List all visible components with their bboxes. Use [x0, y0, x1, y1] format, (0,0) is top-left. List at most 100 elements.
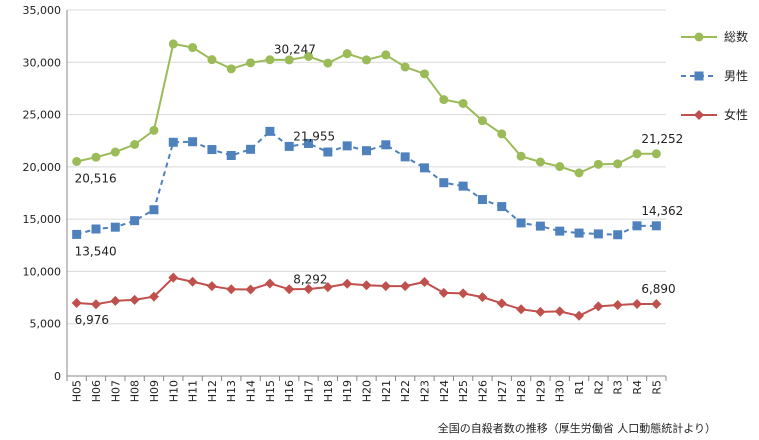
data-point [419, 276, 430, 287]
data-point [323, 147, 333, 157]
data-point [632, 221, 642, 231]
x-tick-label: H05 [71, 380, 84, 402]
data-point [439, 95, 449, 105]
y-tick-label: 35,000 [23, 4, 62, 17]
data-point [72, 156, 82, 166]
data-point [90, 299, 101, 310]
data-point [342, 49, 352, 59]
legend-label: 男性 [724, 69, 748, 83]
legend-item: 女性 [681, 107, 748, 122]
data-point [694, 110, 704, 120]
data-point [168, 272, 179, 283]
data-point [110, 147, 120, 157]
data-point [226, 64, 236, 74]
data-point [226, 151, 236, 161]
data-point [304, 138, 314, 148]
y-tick-label: 30,000 [23, 56, 62, 69]
x-tick-label: H22 [399, 380, 412, 402]
x-tick-label: H12 [206, 380, 219, 402]
y-tick-label: 10,000 [23, 265, 62, 278]
data-point [497, 202, 507, 212]
data-point [188, 43, 198, 53]
data-point [245, 284, 256, 295]
data-point [632, 149, 642, 159]
data-point [342, 141, 352, 151]
y-tick-label: 25,000 [23, 109, 62, 122]
data-point [477, 116, 487, 126]
data-point [593, 159, 603, 169]
data-labels: 20,516 30,247 21,252 13,540 21,955 14,362 6,97… [75, 43, 684, 327]
data-point [246, 144, 256, 154]
series-layer [71, 39, 662, 321]
data-point [207, 55, 217, 65]
x-tick-label: H16 [283, 380, 296, 402]
data-point [477, 292, 488, 303]
data-point [694, 32, 704, 42]
x-tick-label: R4 [631, 380, 644, 395]
x-tick-label: H19 [341, 380, 354, 402]
x-tick-label: H29 [534, 380, 547, 402]
y-tick-label: 0 [54, 370, 61, 383]
data-label: 14,362 [641, 204, 683, 218]
x-tick-label: R1 [573, 380, 586, 395]
data-point [149, 125, 159, 135]
legend-label: 女性 [724, 107, 748, 122]
data-point [419, 69, 429, 79]
data-point [555, 162, 565, 172]
source-note: 全国の自殺者数の推移（厚生労働省 人口動態統計より） [438, 421, 716, 435]
data-point [516, 304, 527, 315]
gridlines [67, 9, 666, 377]
data-point [304, 52, 314, 62]
series-男性 [72, 126, 661, 240]
data-point [651, 221, 661, 231]
y-axis: 0 5,000 10,000 15,000 20,000 25,000 30,000 35,0… [23, 4, 68, 383]
x-tick-label: H09 [148, 380, 161, 402]
data-point [477, 195, 487, 205]
x-tick-label: H26 [476, 380, 489, 402]
x-tick-label: H23 [418, 380, 431, 402]
x-tick-label: H08 [129, 380, 142, 402]
data-point [187, 276, 198, 287]
data-point [497, 129, 507, 139]
data-point [632, 298, 643, 309]
data-label: 8,292 [293, 272, 327, 286]
data-point [361, 280, 372, 291]
x-tick-label: H30 [554, 380, 567, 402]
data-label: 21,252 [641, 132, 683, 146]
y-tick-label: 15,000 [23, 213, 62, 226]
x-tick-label: H14 [245, 380, 258, 402]
data-point [535, 306, 546, 317]
data-point [400, 62, 410, 72]
data-point [535, 221, 545, 231]
data-point [226, 284, 237, 295]
data-point [400, 152, 410, 162]
data-point [516, 218, 526, 228]
data-point [555, 226, 565, 236]
data-point [91, 152, 101, 162]
data-point [188, 137, 198, 147]
data-point [593, 229, 603, 239]
data-point [71, 298, 82, 309]
data-point [535, 157, 545, 167]
x-tick-label: H10 [167, 380, 180, 402]
data-point [72, 229, 82, 239]
data-point [554, 306, 565, 317]
data-point [516, 151, 526, 161]
data-point [264, 278, 275, 289]
x-tick-label: R3 [612, 380, 625, 395]
data-label: 30,247 [274, 43, 316, 57]
data-point [381, 50, 391, 60]
data-point [149, 205, 159, 215]
data-point [130, 139, 140, 149]
data-point [458, 181, 468, 191]
data-point [303, 284, 314, 295]
data-point [265, 126, 275, 136]
x-tick-label: R2 [592, 380, 605, 395]
data-point [439, 178, 449, 188]
data-point [651, 298, 662, 309]
data-point [284, 55, 294, 65]
legend-item: 男性 [681, 69, 748, 83]
data-point [419, 163, 429, 173]
